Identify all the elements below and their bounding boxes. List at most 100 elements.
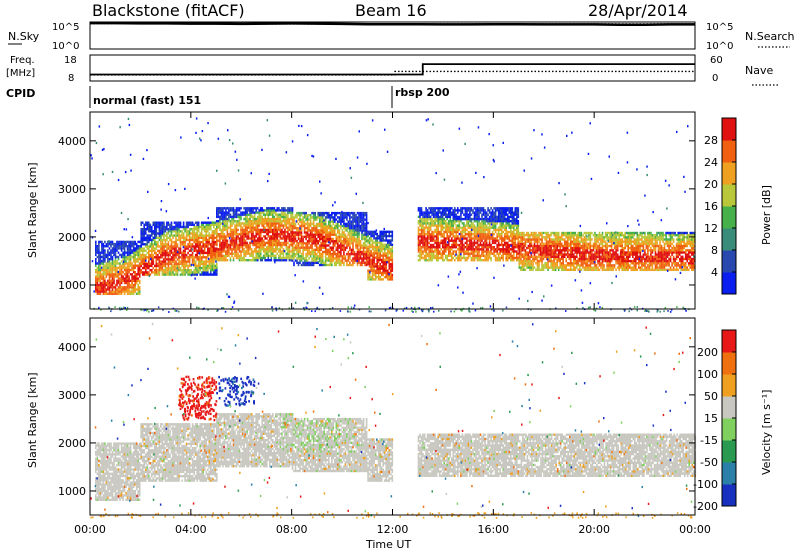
- power-cell: [240, 243, 242, 247]
- power-cell: [244, 220, 247, 223]
- power-cell: [275, 209, 277, 212]
- power-cell: [484, 246, 486, 249]
- power-cell: [285, 243, 288, 247]
- power-cell: [220, 228, 223, 232]
- power-cell: [120, 279, 123, 282]
- power-cell: [270, 209, 273, 212]
- power-cell: [151, 256, 153, 259]
- power-cell: [419, 224, 421, 227]
- power-cell: [379, 267, 381, 270]
- power-cell: [273, 230, 276, 234]
- power-cell: [219, 209, 221, 212]
- power-cell: [157, 232, 159, 235]
- power-cell: [376, 250, 378, 253]
- power-cell: [232, 259, 235, 262]
- power-cell: [367, 273, 369, 277]
- power-cell: [175, 234, 177, 237]
- power-cell: [143, 249, 145, 252]
- power-cell: [216, 271, 218, 274]
- power-cell: [223, 250, 226, 253]
- power-cell: [383, 265, 386, 268]
- power-cell: [172, 256, 174, 259]
- power-cell: [164, 238, 167, 242]
- power-cell: [281, 243, 283, 247]
- power-cell: [349, 261, 351, 264]
- power-cell: [244, 217, 247, 221]
- power-cell: [346, 242, 348, 245]
- power-cell: [110, 273, 112, 276]
- power-cell: [267, 241, 270, 245]
- power-cell: [294, 227, 297, 230]
- power-cell: [371, 252, 374, 255]
- power-cell: [355, 227, 357, 230]
- power-cell: [246, 259, 248, 262]
- power-cell: [185, 234, 188, 237]
- power-cell: [297, 252, 300, 256]
- power-cell: [443, 250, 445, 253]
- power-cell: [324, 257, 327, 260]
- power-cell: [250, 224, 253, 227]
- power-cell: [476, 243, 479, 247]
- power-cell: [449, 239, 452, 242]
- power-cell: [287, 246, 289, 249]
- power-cell: [222, 239, 224, 242]
- power-cell: [429, 207, 432, 210]
- power-cell: [455, 256, 458, 260]
- power-cell: [300, 235, 303, 238]
- power-cell: [250, 209, 253, 212]
- power-cell: [332, 233, 335, 236]
- power-cell: [426, 215, 429, 219]
- power-cell: [470, 239, 473, 242]
- freq-label: Freq.: [10, 55, 35, 66]
- power-cell: [250, 222, 253, 225]
- power-cell: [326, 257, 329, 260]
- power-cell: [126, 275, 129, 278]
- power-cell: [175, 262, 177, 265]
- power-cell: [377, 276, 380, 279]
- power-cell: [200, 258, 203, 261]
- power-cell: [355, 229, 357, 232]
- power-cell: [169, 238, 171, 242]
- power-cell: [320, 263, 322, 267]
- power-cell: [253, 237, 256, 240]
- power-cell: [258, 233, 260, 236]
- power-cell: [422, 239, 424, 242]
- power-cell: [229, 246, 232, 249]
- power-cell: [476, 220, 479, 223]
- power-cell: [288, 252, 291, 255]
- power-cell: [426, 233, 429, 236]
- power-cell: [347, 233, 350, 236]
- power-cell: [279, 209, 282, 212]
- power-cell: [361, 250, 363, 254]
- power-cell: [197, 266, 200, 270]
- power-cell: [250, 237, 253, 240]
- power-cell: [264, 226, 266, 229]
- power-cell: [338, 231, 341, 234]
- power-cell: [275, 235, 277, 238]
- power-cell: [170, 273, 173, 276]
- power-cell: [425, 256, 427, 260]
- power-cell: [117, 292, 120, 295]
- power-cell: [324, 233, 327, 236]
- power-cell: [293, 255, 295, 258]
- power-cell: [367, 256, 369, 259]
- power-cell: [337, 211, 339, 215]
- power-cell: [314, 242, 316, 245]
- power-cell: [446, 207, 448, 210]
- power-cell: [287, 237, 289, 240]
- power-cell: [303, 231, 306, 234]
- power-cell: [285, 252, 288, 255]
- power-cell: [420, 228, 423, 232]
- power-cell: [228, 248, 230, 251]
- power-cell: [288, 217, 291, 221]
- power-cell: [188, 271, 191, 274]
- power-cell: [166, 243, 168, 246]
- power-cell: [199, 262, 201, 265]
- power-cell: [353, 252, 356, 256]
- power-cell: [184, 253, 186, 257]
- power-cell: [391, 234, 394, 238]
- power-cell: [143, 253, 145, 257]
- power-cell: [294, 246, 297, 249]
- power-cell: [163, 225, 165, 229]
- power-cell: [383, 267, 386, 270]
